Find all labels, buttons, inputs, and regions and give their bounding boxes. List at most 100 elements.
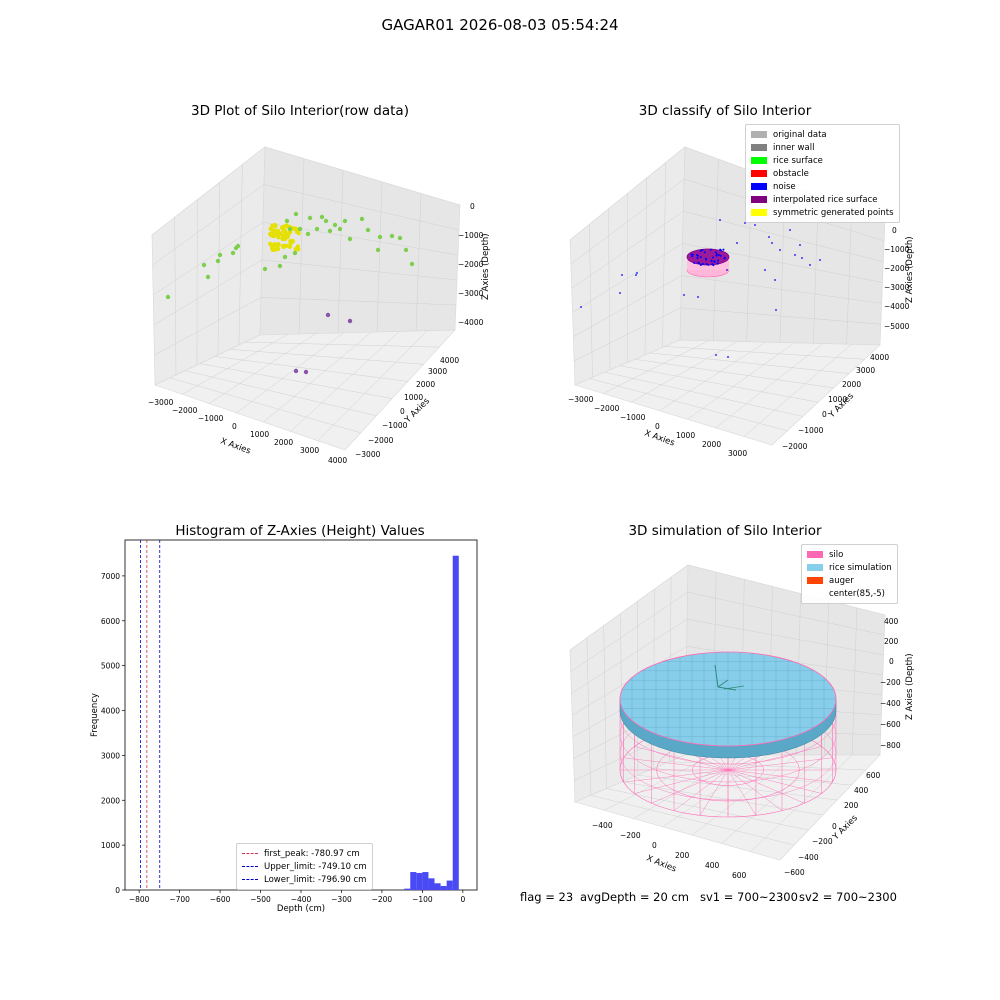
data-point	[274, 230, 280, 235]
data-point	[293, 211, 299, 217]
grid-line	[236, 332, 344, 414]
plot2-ytick: −1000	[798, 426, 824, 435]
plot2-ztick: −1000	[884, 245, 910, 254]
plot3-y-ticks: 0 1000 2000 3000 4000 5000 6000 7000	[101, 572, 125, 895]
plot3-histogram: −800 −700 −600 −500 −400 −300 −200 −100 0 0 1000 2…	[90, 539, 478, 914]
grid-line	[298, 158, 305, 335]
plot2-ytick: 4000	[870, 353, 889, 362]
noise-point	[704, 257, 707, 260]
histogram-xtick-label: −800	[129, 895, 150, 904]
grid-line	[238, 164, 243, 346]
legend-label: rice simulation	[829, 562, 892, 573]
legend-label: auger	[829, 575, 854, 586]
grid-line	[721, 754, 825, 844]
noise-point	[779, 249, 781, 251]
noise-point	[712, 256, 715, 259]
noise-point	[713, 260, 716, 263]
legend-swatch	[751, 131, 767, 138]
data-point	[276, 235, 281, 240]
plot1-xtick: 1000	[250, 430, 269, 439]
plot2-xtick: 0	[655, 422, 660, 431]
figure-suptitle: GAGAR01 2026-08-03 05:54:24	[381, 16, 619, 34]
legend-item-lower-limit: Lower_limit: -796.90 cm	[242, 873, 367, 886]
plot2-xtick: −1000	[620, 413, 646, 422]
grid-line	[571, 619, 688, 694]
data-point	[325, 312, 331, 318]
plot4-xtick: 200	[675, 851, 690, 860]
plot2-xtick: −2000	[594, 404, 620, 413]
noise-point	[719, 254, 722, 257]
grid-line	[154, 297, 262, 356]
plot2-ytick: 1000	[828, 395, 847, 404]
noise-point	[693, 262, 696, 265]
plot1-title: 3D Plot of Silo Interior(row data)	[191, 103, 409, 119]
grid-line	[664, 346, 865, 360]
plot4-ytick: −600	[784, 868, 805, 877]
grid-line	[153, 259, 263, 326]
noise-point	[717, 259, 720, 262]
data-point	[365, 227, 371, 233]
legend-label: noise	[773, 181, 796, 192]
silo-spoke	[727, 769, 757, 816]
grid-line	[574, 307, 681, 362]
grid-line	[153, 221, 264, 296]
grid-line	[337, 170, 344, 334]
legend-label: obstacle	[773, 168, 809, 179]
grid-line	[662, 754, 769, 828]
data-point	[377, 234, 383, 240]
grid-line	[590, 795, 795, 846]
grid-line	[261, 259, 458, 281]
legend-swatch	[807, 590, 823, 597]
grid-line	[244, 341, 440, 348]
plot1-ytick: 3000	[428, 367, 447, 376]
grid-line	[669, 761, 866, 771]
data-point	[297, 226, 303, 232]
data-point	[359, 216, 365, 222]
plot3-frame	[124, 539, 478, 891]
silo-spoke	[727, 769, 805, 804]
grid-line	[619, 365, 819, 403]
silo-spoke	[727, 746, 822, 771]
noise-point	[705, 263, 708, 266]
footer-sv2: sv2 = 700~2300	[799, 890, 897, 904]
data-point	[347, 318, 353, 324]
data-point	[215, 258, 221, 264]
grid-line	[649, 352, 850, 374]
plot4-ztick: −600	[880, 720, 901, 729]
plot4-ytick: 200	[844, 801, 859, 810]
noise-point	[715, 354, 717, 356]
noise-point	[726, 269, 728, 271]
data-point	[375, 247, 381, 253]
data-point	[283, 243, 289, 248]
plot1-x-ticks: −3000 −2000 −1000 0 1000 2000 3000 4000	[148, 398, 347, 465]
legend-item-auger: auger	[807, 574, 892, 587]
noise-point	[683, 294, 685, 296]
silo-spoke	[699, 769, 729, 816]
data-point	[272, 222, 278, 228]
legend-label: Lower_limit: -796.90 cm	[264, 874, 367, 885]
data-point	[307, 215, 313, 221]
plot1-gridlines	[152, 158, 460, 441]
data-point	[293, 368, 299, 374]
histogram-xtick-label: −700	[169, 895, 190, 904]
plot2-title: 3D classify of Silo Interior	[638, 103, 812, 119]
plot1-y-ticks: −3000 −2000 −1000 0 1000 2000 3000 4000	[355, 356, 459, 459]
grid-line	[317, 330, 428, 441]
plot2-xtick: 3000	[728, 449, 747, 458]
noise-point	[754, 224, 756, 226]
grid-line	[603, 625, 607, 789]
noise-point	[621, 274, 623, 276]
plot4-ytick: −200	[812, 837, 833, 846]
plot4-ztick: −200	[880, 678, 901, 687]
noise-point	[715, 254, 718, 257]
data-point	[332, 222, 338, 228]
histogram-bar	[410, 872, 417, 890]
plot4-ztick: 400	[884, 617, 899, 626]
histogram-xtick-label: 0	[460, 895, 465, 904]
data-point	[289, 240, 294, 245]
data-point	[284, 218, 290, 224]
legend-label: first_peak: -780.97 cm	[264, 848, 360, 859]
legend-label: inner wall	[773, 142, 815, 153]
grid-line	[214, 356, 408, 382]
noise-point	[768, 236, 770, 238]
